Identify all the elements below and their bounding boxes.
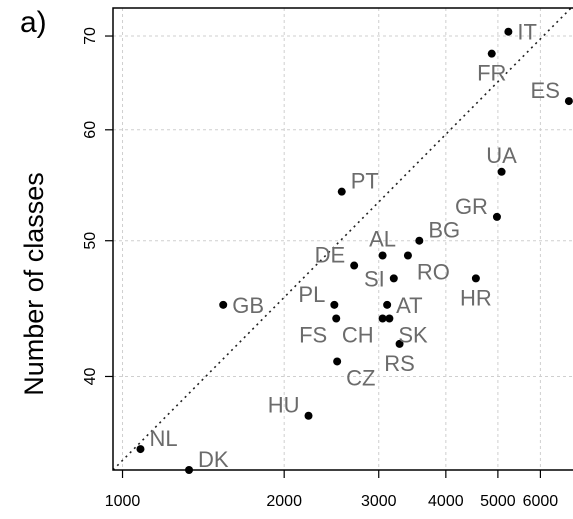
data-point-fr	[487, 49, 496, 58]
data-point-bg	[415, 236, 424, 245]
data-point-fs	[332, 314, 341, 323]
x-tick-label: 2000	[266, 493, 302, 510]
point-label-ro: RO	[417, 260, 450, 285]
plot-frame	[112, 7, 573, 471]
point-label-dk: DK	[198, 447, 229, 472]
reference-diagonal-line	[112, 5, 573, 471]
data-point-de	[350, 261, 359, 270]
axis-ticks: 1000 2000 3000 4000 5000 6000 40 50 60 70	[82, 27, 558, 510]
data-point-gb	[219, 300, 228, 309]
panel-label: a)	[20, 6, 47, 39]
point-label-ch: CH	[342, 322, 374, 347]
data-point-nl	[136, 445, 145, 454]
data-point-ua	[497, 167, 506, 176]
data-point-sk	[385, 314, 394, 323]
point-label-hu: HU	[268, 393, 300, 418]
data-point-si	[389, 274, 398, 283]
point-label-fs: FS	[299, 322, 327, 347]
point-label-es: ES	[531, 78, 560, 103]
point-label-gb: GB	[232, 293, 264, 318]
point-label-si: SI	[364, 266, 385, 291]
point-label-sk: SK	[398, 322, 428, 347]
data-point-al	[378, 251, 387, 260]
point-label-pl: PL	[298, 282, 325, 307]
point-label-pt: PT	[351, 169, 379, 194]
data-point-gr	[492, 212, 501, 221]
data-point-pt	[337, 187, 346, 196]
point-label-cz: CZ	[346, 365, 375, 390]
point-label-gr: GR	[455, 194, 488, 219]
point-label-fr: FR	[477, 61, 506, 86]
data-point-rs	[395, 339, 404, 348]
x-tick-label: 3000	[361, 493, 397, 510]
x-tick-label: 1000	[105, 493, 141, 510]
data-point-hu	[304, 411, 313, 420]
x-tick-label: 4000	[428, 493, 464, 510]
data-point-at	[383, 300, 392, 309]
data-point-ro	[403, 251, 412, 260]
point-label-hr: HR	[460, 285, 492, 310]
data-points	[136, 27, 573, 474]
grid	[113, 8, 573, 470]
y-tick-label: 70	[82, 27, 99, 45]
data-point-pl	[330, 300, 339, 309]
y-tick-label: 50	[82, 232, 99, 250]
point-label-rs: RS	[384, 351, 415, 376]
point-label-de: DE	[315, 243, 346, 268]
data-point-hr	[471, 274, 480, 283]
point-label-it: IT	[517, 20, 537, 45]
x-tick-label: 5000	[480, 493, 516, 510]
data-point-cz	[333, 357, 342, 366]
point-label-at: AT	[396, 293, 422, 318]
data-point-ch	[378, 314, 387, 323]
point-label-ua: UA	[486, 143, 517, 168]
point-label-nl: NL	[149, 426, 177, 451]
y-tick-label: 60	[82, 121, 99, 139]
data-point-es	[564, 97, 573, 106]
data-point-it	[504, 27, 513, 36]
point-label-al: AL	[369, 227, 396, 252]
x-tick-label: 6000	[523, 493, 559, 510]
y-axis-title: Number of classes	[19, 172, 49, 396]
y-tick-label: 40	[82, 367, 99, 385]
point-label-bg: BG	[428, 218, 460, 243]
